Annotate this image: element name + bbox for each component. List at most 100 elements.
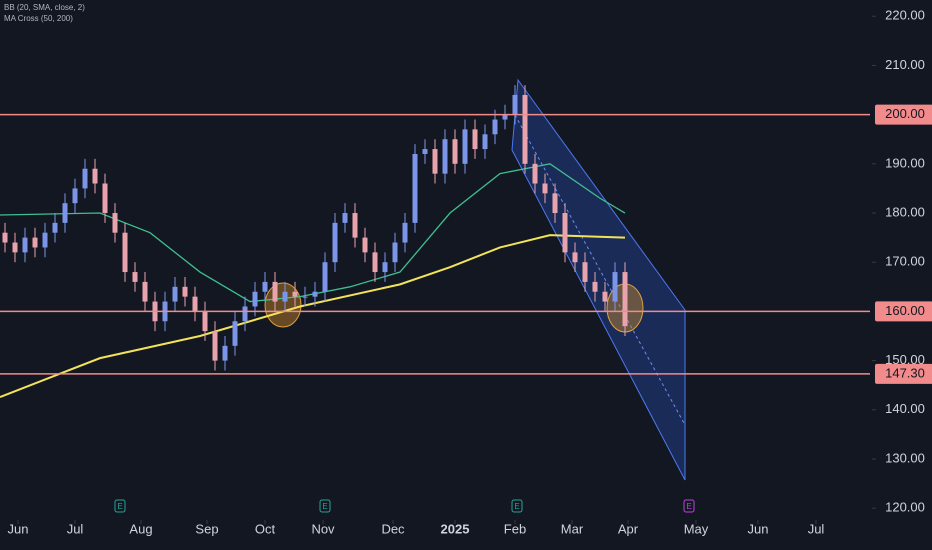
x-tick-label: Jul — [67, 521, 84, 536]
candle-body — [542, 183, 548, 194]
candle-body — [512, 94, 518, 115]
candle-body — [392, 242, 398, 263]
candle-body — [502, 114, 508, 120]
candle-body — [612, 272, 618, 302]
level-label: 160.00 — [885, 303, 925, 318]
candle-body — [302, 296, 308, 298]
candle-body — [2, 232, 8, 243]
candle-body — [362, 237, 368, 253]
candle-body — [442, 139, 448, 174]
y-tick-label: 210.00 — [885, 57, 925, 72]
level-label: 147.30 — [885, 365, 925, 380]
level-tag — [875, 363, 932, 384]
x-tick-label: May — [684, 521, 709, 536]
candle-body — [622, 272, 628, 327]
candle-body — [262, 281, 268, 292]
candle-body — [112, 213, 118, 233]
candle-body — [182, 286, 188, 297]
indicator-label: MA Cross (50, 200) — [4, 14, 73, 23]
x-tick-label: Mar — [561, 521, 584, 536]
candle-body — [372, 252, 378, 273]
candle-body — [412, 153, 418, 223]
candle-body — [492, 119, 498, 135]
candle-body — [552, 193, 558, 214]
candle-body — [242, 306, 248, 322]
candle-body — [332, 222, 338, 263]
candle-body — [202, 311, 208, 332]
event-label: E — [514, 502, 519, 511]
candle-body — [422, 149, 428, 154]
event-label: E — [322, 502, 327, 511]
x-tick-label: Aug — [129, 521, 152, 536]
level-tag — [875, 104, 932, 125]
candle-body — [192, 296, 198, 312]
candle-body — [472, 129, 478, 150]
level-tag — [875, 301, 932, 322]
candle-body — [522, 94, 528, 164]
candle-body — [282, 291, 288, 302]
candle-body — [402, 222, 408, 243]
candle-body — [432, 149, 438, 174]
candle-body — [82, 168, 88, 189]
highlight-circle — [264, 282, 302, 328]
candle-body — [102, 183, 108, 214]
x-tick-label: Sep — [195, 521, 218, 536]
candle-body — [62, 203, 68, 223]
candle-body — [212, 331, 218, 361]
y-tick-label: 170.00 — [885, 254, 925, 269]
indicator-label: BB (20, SMA, close, 2) — [4, 3, 85, 12]
level-label: 200.00 — [885, 106, 925, 121]
y-tick-label: 120.00 — [885, 500, 925, 515]
y-tick-label: 140.00 — [885, 401, 925, 416]
candle-body — [132, 272, 138, 282]
y-tick-label: 220.00 — [885, 8, 925, 23]
event-marker — [511, 499, 523, 513]
candle-body — [42, 232, 48, 248]
candle-body — [342, 213, 348, 223]
candle-body — [122, 232, 128, 273]
x-tick-label: Jul — [808, 521, 825, 536]
candle-body — [582, 262, 588, 282]
moving-average — [0, 163, 626, 303]
candle-body — [572, 252, 578, 263]
candle-body — [12, 242, 18, 253]
candle-body — [52, 222, 58, 233]
candle-body — [32, 237, 38, 248]
candle-body — [532, 163, 538, 184]
candle-body — [292, 291, 298, 297]
channel — [511, 78, 686, 481]
candle-body — [382, 262, 388, 273]
candle-body — [142, 281, 148, 302]
candle-body — [22, 237, 28, 253]
x-tick-label: Nov — [311, 521, 335, 536]
x-tick-label: Feb — [504, 521, 526, 536]
event-label: E — [686, 502, 691, 511]
event-marker — [683, 499, 695, 513]
y-tick-label: 190.00 — [885, 155, 925, 170]
event-marker — [319, 499, 331, 513]
candle-body — [592, 281, 598, 292]
x-tick-label: 2025 — [441, 521, 470, 536]
candle-body — [452, 139, 458, 164]
candle-body — [562, 213, 568, 253]
y-tick-label: 180.00 — [885, 204, 925, 219]
candle-body — [272, 281, 278, 302]
event-marker — [114, 499, 126, 513]
y-tick-label: 150.00 — [885, 352, 925, 367]
moving-average — [0, 234, 626, 398]
candle-body — [222, 345, 228, 361]
candle-body — [602, 291, 608, 302]
candle-body — [232, 321, 238, 346]
candle-body — [72, 188, 78, 204]
candle-body — [322, 262, 328, 292]
candle-body — [312, 291, 318, 297]
candle-body — [172, 286, 178, 302]
candle-body — [482, 134, 488, 150]
candle-body — [352, 213, 358, 238]
x-tick-label: Oct — [255, 521, 276, 536]
candle-body — [92, 168, 98, 184]
event-label: E — [117, 502, 122, 511]
x-tick-label: Apr — [618, 521, 639, 536]
